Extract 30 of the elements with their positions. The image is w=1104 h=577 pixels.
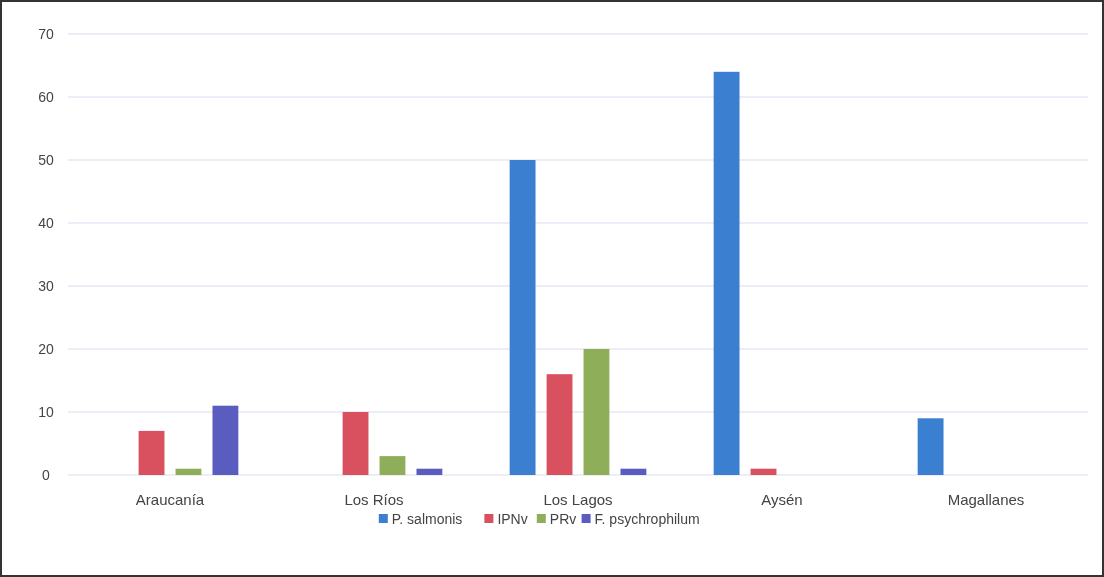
y-tick-label: 60	[38, 88, 54, 105]
legend-label: IPNv	[497, 510, 528, 527]
x-tick-label: Magallanes	[947, 491, 1025, 508]
y-tick-label: 30	[38, 277, 54, 294]
legend-label: F. psychrophilum	[594, 510, 700, 527]
y-tick-label: 0	[42, 466, 51, 483]
bar	[620, 468, 647, 475]
bar	[509, 160, 536, 475]
x-tick-label: Aysén	[761, 491, 803, 508]
bar	[546, 374, 573, 475]
y-tick-label: 40	[38, 214, 54, 231]
bar	[138, 430, 165, 475]
y-tick-label: 50	[38, 151, 54, 168]
y-tick-label: 20	[38, 340, 54, 357]
bar	[212, 405, 239, 475]
x-tick-label: Araucanía	[135, 491, 205, 508]
bar	[583, 349, 610, 475]
x-tick-label: Los Ríos	[344, 491, 404, 508]
bar	[175, 468, 202, 475]
y-tick-label: 70	[38, 25, 54, 42]
legend-label: P. salmonis	[391, 510, 463, 527]
bar	[713, 71, 740, 475]
bar	[416, 468, 443, 475]
x-tick-label: Los Lagos	[543, 491, 613, 508]
bar	[750, 468, 777, 475]
bar	[379, 456, 406, 475]
bar	[917, 418, 944, 475]
y-tick-label: 10	[38, 403, 54, 420]
bar	[342, 412, 369, 475]
legend-label: PRv	[549, 510, 577, 527]
